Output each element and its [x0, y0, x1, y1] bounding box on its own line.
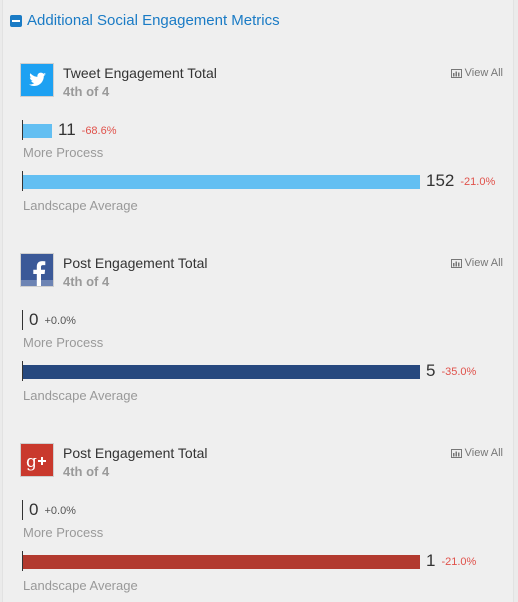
bar-chart-icon [450, 68, 462, 78]
bar-change: -68.6% [81, 125, 117, 137]
google-plus-logo-icon: g [20, 443, 54, 477]
view-all-label: View All [464, 257, 503, 269]
bar-row-more-process: 0 +0.0% More Process [20, 310, 503, 350]
bar-row-more-process: 0 +0.0% More Process [20, 500, 503, 540]
metric-title: Post Engagement Total [63, 255, 208, 271]
axis-tick [22, 551, 23, 571]
bar-change: +0.0% [44, 315, 76, 327]
view-all-link[interactable]: View All [450, 447, 503, 459]
twitter-logo-icon [20, 63, 54, 97]
metric-title: Tweet Engagement Total [63, 65, 217, 81]
axis-tick [22, 171, 23, 191]
bar-row-landscape-average: 152 -21.0% Landscape Average [20, 171, 503, 213]
bar-row-more-process: 11 -68.6% More Process [20, 120, 503, 160]
bar-change: +0.0% [44, 505, 76, 517]
collapse-minus-icon[interactable] [10, 14, 22, 27]
metric-rank: 4th of 4 [63, 274, 110, 289]
bar-landscape-average [23, 365, 420, 379]
bar-row-landscape-average: 1 -21.0% Landscape Average [20, 551, 503, 593]
bar-label: More Process [23, 145, 104, 160]
bar-change: -21.0% [460, 176, 496, 188]
axis-tick [22, 120, 23, 140]
bar-label: More Process [23, 525, 104, 540]
axis-tick [22, 361, 23, 381]
bar-value: 1 [426, 551, 436, 570]
bar-value: 0 [29, 500, 39, 519]
bar-change: -35.0% [441, 366, 477, 378]
bar-label: Landscape Average [23, 578, 138, 593]
bar-chart-icon [450, 448, 462, 458]
view-all-label: View All [464, 67, 503, 79]
bar-chart-icon [450, 258, 462, 268]
axis-tick [22, 500, 23, 520]
metric-rank: 4th of 4 [63, 464, 110, 479]
view-all-label: View All [464, 447, 503, 459]
facebook-logo-icon [20, 253, 54, 287]
view-all-link[interactable]: View All [450, 257, 503, 269]
section-header-toggle[interactable]: Additional Social Engagement Metrics [10, 12, 280, 29]
svg-text:g: g [26, 452, 37, 472]
bar-value: 152 [426, 171, 455, 190]
axis-tick [22, 310, 23, 330]
bar-landscape-average [23, 555, 420, 569]
section-title: Additional Social Engagement Metrics [27, 12, 280, 29]
view-all-link[interactable]: View All [450, 67, 503, 79]
bar-row-landscape-average: 5 -35.0% Landscape Average [20, 361, 503, 403]
bar-change: -21.0% [441, 556, 477, 568]
bar-value: 5 [426, 361, 436, 380]
bar-more-process [23, 124, 52, 138]
bar-label: Landscape Average [23, 388, 138, 403]
bar-label: More Process [23, 335, 104, 350]
metric-rank: 4th of 4 [63, 84, 110, 99]
bar-value: 11 [58, 120, 76, 139]
metric-title: Post Engagement Total [63, 445, 208, 461]
bar-value: 0 [29, 310, 39, 329]
bar-landscape-average [23, 175, 420, 189]
bar-label: Landscape Average [23, 198, 138, 213]
